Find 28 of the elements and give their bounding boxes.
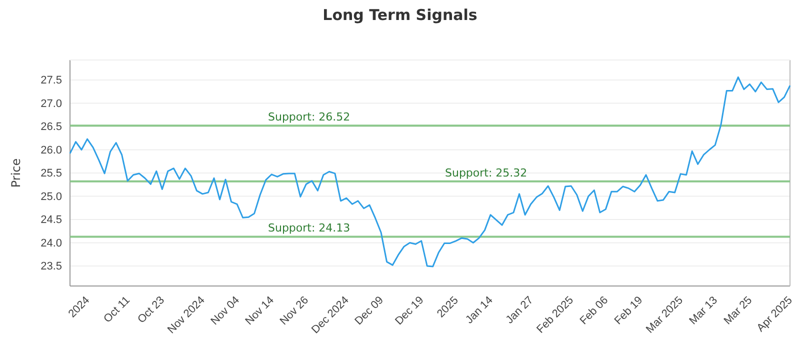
x-tick-label: Jan 27	[504, 294, 536, 326]
y-tick-label: 27.5	[40, 74, 62, 87]
x-tick-label: Nov 26	[278, 294, 312, 328]
x-tick-label: Dec 19	[393, 294, 426, 328]
x-tick-label: Feb 19	[612, 294, 646, 328]
x-tick-label: Oct 23	[136, 294, 168, 326]
ref-line-label: Support: 25.32	[445, 166, 528, 180]
y-tick-label: 25.0	[40, 190, 62, 203]
y-axis-title: Price	[9, 158, 23, 188]
y-tick-label: 24.0	[40, 237, 62, 250]
ref-line-label: Support: 24.13	[268, 222, 350, 235]
y-tick-label: 27.0	[40, 98, 62, 110]
line-series	[69, 76, 791, 268]
y-tick-label: 25.5	[40, 168, 62, 180]
y-tick-label: 23.5	[40, 260, 62, 273]
x-tick-label: Mar 25	[722, 294, 755, 328]
x-tick-label: Oct 11	[102, 294, 132, 326]
x-tick-label: Nov 04	[208, 294, 242, 328]
y-tick-label: 26.0	[40, 144, 62, 156]
y-tick-label: 26.5	[40, 121, 62, 134]
x-tick-label: Dec 09	[352, 294, 386, 328]
chart-title: Long Term Signals	[322, 6, 478, 24]
x-tick-label: Jan 14	[463, 294, 496, 326]
x-tick-label: Feb 06	[578, 294, 611, 328]
x-tick-label: Nov 14	[243, 294, 276, 328]
x-tick-label: Mar 13	[687, 294, 720, 328]
y-tick-label: 24.5	[40, 214, 62, 226]
ref-line-label: Support: 26.52	[268, 110, 350, 124]
